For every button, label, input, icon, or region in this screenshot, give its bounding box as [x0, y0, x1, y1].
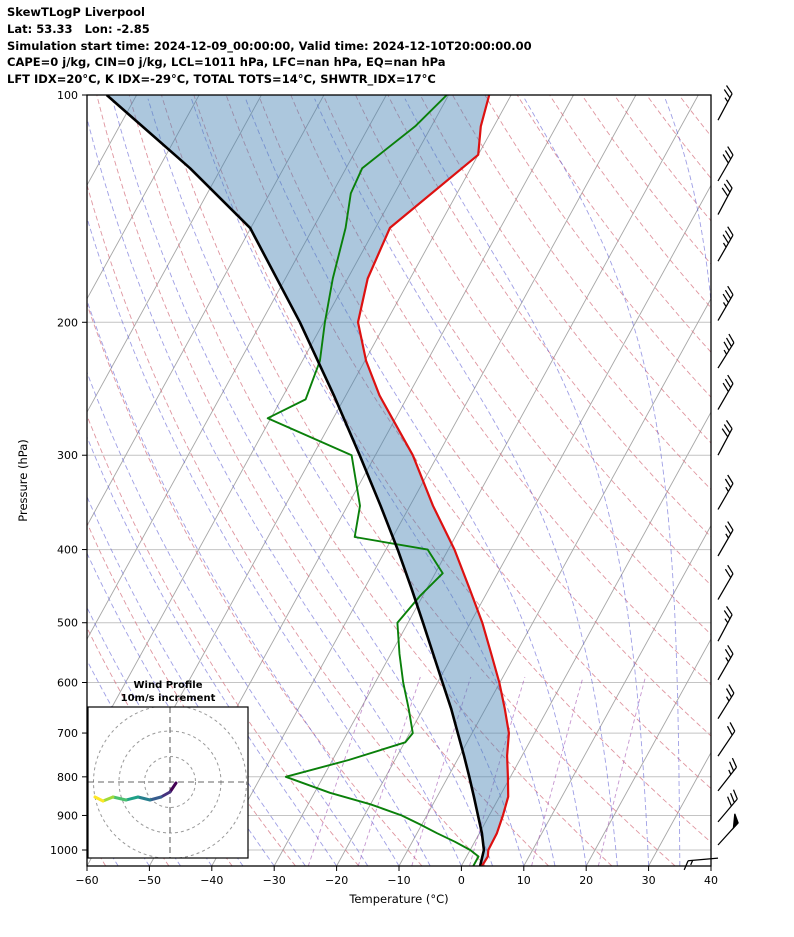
- header-indices: LFT IDX=20°C, K IDX=-29°C, TOTAL TOTS=14…: [7, 72, 436, 87]
- x-tick-label: −20: [325, 874, 348, 887]
- y-tick-label: 200: [57, 316, 78, 329]
- header-title: SkewTLogP Liverpool: [7, 5, 145, 19]
- x-tick-label: −50: [138, 874, 161, 887]
- x-tick-label: −40: [200, 874, 223, 887]
- hodograph-title-line2: 10m/s increment: [120, 692, 216, 704]
- hodograph-title-line1: Wind Profile: [133, 680, 203, 691]
- hodograph-trace-segment: [93, 795, 105, 803]
- x-tick-label: −10: [387, 874, 410, 887]
- hodograph-inset: [87, 706, 249, 859]
- x-tick-label: 10: [517, 874, 531, 887]
- hodograph-trace-segment: [101, 795, 115, 803]
- hodograph-trace-segment: [159, 790, 172, 799]
- y-tick-label: 700: [57, 727, 78, 740]
- axes: −60 −50 −40 −30 −20 −10 0 10 20 30 40 100 200 300 400 5…: [16, 89, 718, 906]
- x-tick-label: 20: [579, 874, 593, 887]
- hodograph-trace-segment: [111, 795, 128, 802]
- y-axis-label: Pressure (hPa): [16, 439, 30, 522]
- hodograph-trace-segment: [168, 781, 178, 794]
- x-axis-label: Temperature (°C): [348, 892, 448, 906]
- profiles: [105, 95, 510, 866]
- y-tick-label: 400: [57, 544, 78, 557]
- cin-shading: [106, 95, 509, 866]
- y-tick-label: 600: [57, 677, 78, 690]
- hodograph-ring: [144, 756, 196, 808]
- dewpoint-curve: [266, 95, 480, 866]
- x-tick-label: −30: [263, 874, 286, 887]
- x-tick-label: 40: [704, 874, 718, 887]
- wind-barbs: [683, 85, 739, 871]
- parcel-curve: [105, 95, 486, 866]
- header-cape-cin: CAPE=0 j/kg, CIN=0 j/kg, LCL=1011 hPa, L…: [7, 55, 446, 70]
- y-tick-label: 100: [57, 89, 78, 102]
- y-tick-label: 1000: [50, 844, 78, 857]
- x-tick-label: −60: [75, 874, 98, 887]
- hodograph-trace-segment: [124, 795, 140, 802]
- hodograph-title: Wind Profile 10m/s increment: [88, 680, 248, 705]
- y-tick-label: 900: [57, 809, 78, 822]
- temperature-curve: [356, 95, 510, 866]
- x-tick-label: 30: [642, 874, 656, 887]
- hodograph-ring: [93, 707, 247, 858]
- header-latlon: Lat: 53.33 Lon: -2.85: [7, 21, 150, 36]
- x-tick-label: 0: [458, 874, 465, 887]
- header-times: Simulation start time: 2024-12-09_00:00:…: [7, 38, 532, 53]
- y-tick-label: 500: [57, 617, 78, 630]
- y-tick-label: 800: [57, 771, 78, 784]
- y-tick-label: 300: [57, 449, 78, 462]
- hodograph-trace-segment: [136, 795, 152, 802]
- hodograph-trace-segment: [148, 795, 163, 802]
- chart-header: SkewTLogP Liverpool Lat: 53.33 Lon: -2.8…: [7, 4, 532, 88]
